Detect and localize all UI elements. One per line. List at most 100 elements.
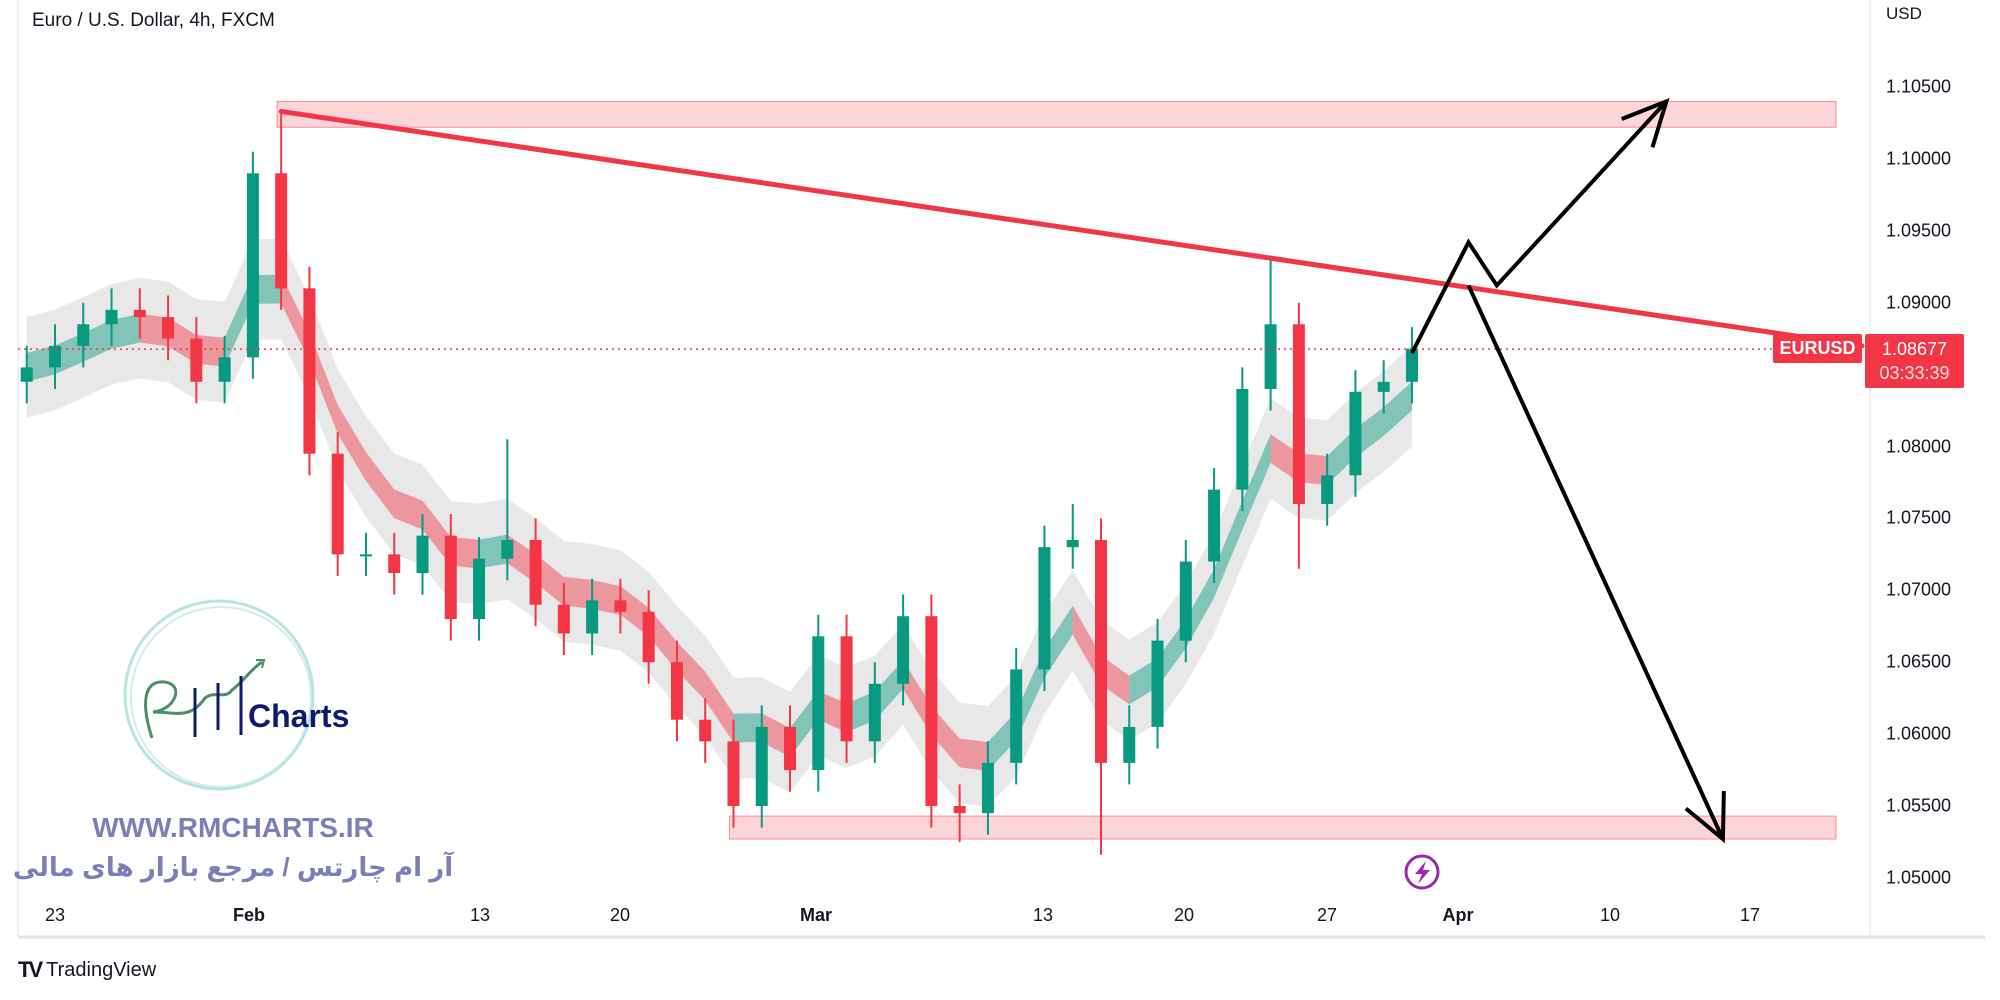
candle-body (1349, 391, 1362, 476)
candle-body (1151, 640, 1164, 727)
band-segment (903, 660, 932, 735)
band-segment (1072, 605, 1101, 685)
candle-body (925, 616, 938, 806)
band-segment (479, 534, 508, 569)
band-segment (111, 313, 140, 349)
trendline (278, 108, 1865, 349)
price-tick: 1.10500 (1886, 76, 1952, 97)
resistance_zone (276, 100, 1837, 128)
price-tick: 1.09500 (1886, 220, 1952, 241)
watermark-website: WWW.RMCHARTS.IR (92, 812, 374, 843)
bullish-arrow (1410, 100, 1668, 354)
candle-body (246, 173, 259, 358)
candles (20, 111, 1418, 855)
band-segment (818, 690, 847, 733)
band-segment (450, 537, 480, 569)
candle-body (1123, 726, 1136, 763)
candle-body (190, 338, 203, 382)
candle-body (105, 309, 118, 325)
candle-body (162, 317, 175, 339)
band-segment (252, 274, 282, 304)
band-segment (846, 691, 875, 733)
bearish-arrow (1466, 284, 1725, 840)
candle-body (812, 636, 825, 771)
candle-body (1208, 489, 1221, 562)
time-tick: 27 (1316, 905, 1338, 925)
candle-body (1179, 561, 1192, 641)
watermark-tagline: آر ام چارتس / مرجع بازار های مالی (12, 852, 454, 882)
band-segment (55, 333, 84, 375)
band-segment (1355, 407, 1384, 458)
band-segment (394, 489, 423, 530)
price-tick: 1.10000 (1886, 148, 1952, 169)
price-tick: 1.08000 (1886, 436, 1952, 456)
moving-average-band (26, 238, 1412, 807)
candle-body (416, 535, 429, 574)
band-segment (733, 713, 762, 743)
candle-body (586, 600, 599, 634)
price-tick: 1.06000 (1886, 723, 1952, 744)
band-segment (281, 274, 310, 362)
zones (276, 100, 1837, 840)
currency-label: USD (1886, 4, 1922, 23)
band-segment (931, 706, 960, 768)
band-segment (705, 671, 734, 743)
price-tick: 1.06500 (1886, 651, 1952, 672)
time-tick: 13 (1032, 905, 1054, 925)
band-segment (224, 275, 253, 367)
candle-body (359, 554, 372, 557)
band-segment (1214, 500, 1243, 598)
time-tick: Feb (232, 905, 266, 925)
candle-body (1405, 348, 1418, 382)
tradingview-logo-icon: TV (18, 957, 43, 982)
candle-body (755, 726, 768, 806)
band-segment (1185, 568, 1215, 649)
time-tick: Mar (799, 905, 833, 925)
time-tick: 20 (609, 905, 631, 925)
candle-body (642, 611, 655, 663)
candle-body (331, 453, 344, 555)
logo-brand-text: Charts (248, 698, 349, 734)
band-segment (620, 586, 649, 637)
candle-body (20, 367, 33, 382)
candle-body (133, 309, 146, 318)
candle-body (557, 604, 570, 634)
bullish-arrow-arrowhead (1621, 97, 1670, 148)
candle-body (670, 662, 683, 720)
band-segment (648, 607, 677, 671)
last-price-value: 1.08677 (1881, 339, 1948, 359)
band-segment (507, 534, 536, 583)
time-tick: 20 (1173, 905, 1195, 925)
candle-body (1377, 381, 1390, 392)
band-segment (592, 580, 621, 615)
band-segment (1298, 453, 1328, 485)
band-segment (790, 690, 819, 757)
tradingview-footer[interactable]: TV TradingView (18, 957, 156, 983)
rm-charts-logo: Charts (123, 599, 349, 791)
band-segment (1327, 428, 1356, 485)
candle-body (840, 636, 853, 742)
candle-body (1236, 388, 1249, 490)
candle-body (1094, 539, 1107, 763)
lightning-alert-icon[interactable] (1404, 854, 1440, 890)
candle-body (1010, 669, 1023, 763)
band-segment (563, 576, 593, 609)
band-segment (676, 641, 706, 701)
band-segment (83, 319, 112, 362)
candle-body (49, 345, 61, 368)
price-tick: 1.05500 (1886, 795, 1952, 816)
drawings[interactable] (278, 97, 1865, 844)
band-segment (1383, 381, 1412, 436)
candle-body (388, 554, 401, 574)
candle-body (981, 762, 994, 814)
candle-body (77, 324, 90, 346)
band-segment (959, 738, 988, 771)
candle-body (501, 539, 514, 559)
candle-body (218, 357, 231, 382)
candle-body (1264, 324, 1277, 389)
time-tick: 17 (1739, 905, 1761, 925)
time-tick: 13 (469, 905, 491, 925)
band-segment (1044, 605, 1073, 678)
band-segment (987, 711, 1017, 771)
